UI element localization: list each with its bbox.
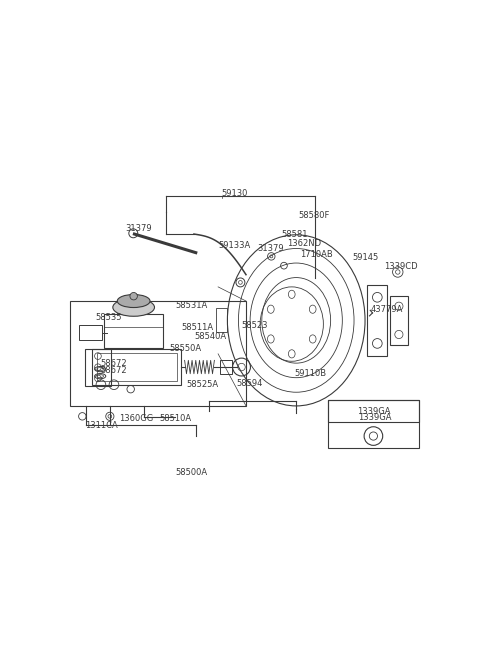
Text: 58510A: 58510A (160, 414, 192, 422)
Bar (220, 360, 232, 374)
Bar (97, 353, 177, 381)
Bar (216, 308, 227, 332)
Bar (104, 314, 163, 348)
Text: 58500A: 58500A (175, 468, 207, 477)
Text: 58550A: 58550A (170, 344, 202, 353)
Text: 59145: 59145 (352, 253, 378, 261)
Ellipse shape (117, 295, 150, 308)
Text: 59110B: 59110B (294, 369, 326, 378)
Bar (328, 400, 419, 422)
Text: 58531A: 58531A (175, 301, 207, 310)
Text: 1360GG: 1360GG (119, 414, 153, 422)
Text: 58581: 58581 (281, 229, 308, 238)
Text: 58523: 58523 (241, 322, 268, 330)
Text: 58525A: 58525A (186, 380, 218, 389)
Text: 59130: 59130 (222, 189, 248, 198)
Text: 1339GA: 1339GA (357, 407, 390, 415)
Bar (390, 296, 408, 345)
Text: 58594: 58594 (237, 379, 263, 388)
Text: 58580F: 58580F (298, 211, 329, 220)
Text: 1311CA: 1311CA (85, 421, 118, 430)
Bar (71, 301, 246, 406)
Text: 59133A: 59133A (218, 241, 251, 250)
Bar (79, 325, 102, 340)
Text: 58511A: 58511A (181, 324, 213, 332)
Text: 1339GA: 1339GA (358, 413, 391, 422)
Bar (92, 349, 181, 384)
Bar (367, 285, 387, 356)
Circle shape (130, 293, 137, 300)
Text: 58540A: 58540A (194, 332, 226, 341)
Text: 1339CD: 1339CD (384, 262, 417, 271)
Text: 1362ND: 1362ND (287, 239, 321, 248)
Bar (85, 348, 110, 386)
Text: 58672: 58672 (100, 366, 127, 375)
Text: 1710AB: 1710AB (300, 250, 333, 259)
Bar (328, 400, 419, 448)
Text: 43779A: 43779A (371, 305, 403, 314)
Text: 31379: 31379 (257, 244, 284, 253)
Text: 31379: 31379 (125, 224, 152, 233)
Text: 58672: 58672 (100, 359, 127, 368)
Text: 58535: 58535 (96, 313, 122, 322)
Ellipse shape (113, 299, 155, 316)
